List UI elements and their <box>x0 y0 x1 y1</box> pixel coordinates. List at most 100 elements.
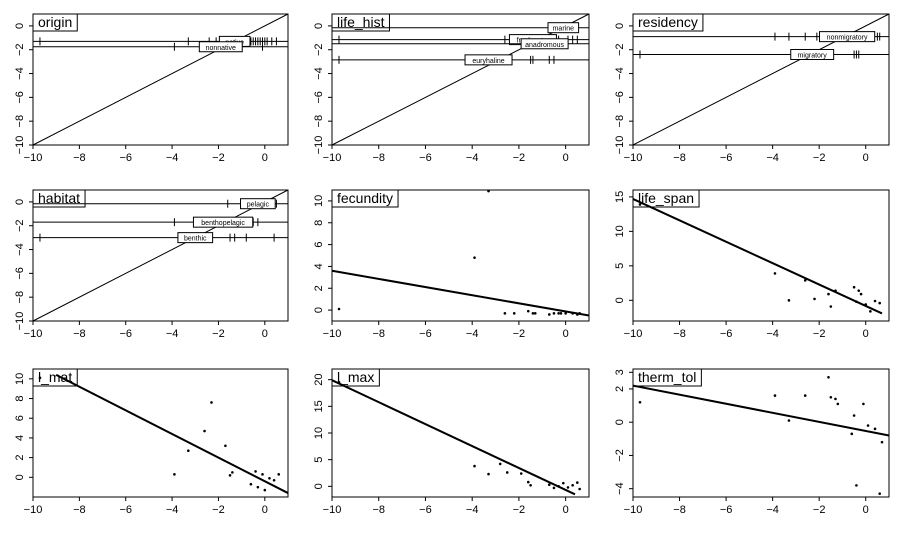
level-label: benthopelagic <box>201 220 245 227</box>
data-point <box>547 483 551 487</box>
y-tick-label: 20 <box>313 374 325 386</box>
y-tick-label: 6 <box>313 242 325 248</box>
data-point <box>852 414 856 417</box>
title-box <box>32 189 86 208</box>
data-point <box>787 299 791 302</box>
data-point <box>852 285 856 289</box>
y-tick-label: −2 <box>614 449 626 462</box>
data-point <box>559 312 563 315</box>
x-tick-label: 0 <box>563 328 569 340</box>
data-point <box>228 474 232 477</box>
data-point <box>773 394 777 397</box>
y-tick-label: 8 <box>14 395 26 401</box>
x-tick-label: −2 <box>813 328 826 340</box>
y-tick-label: −4 <box>614 482 626 495</box>
x-tick-label: −8 <box>673 328 686 340</box>
data-point <box>487 472 490 476</box>
y-tick-label: 4 <box>14 435 26 441</box>
data-point <box>578 312 581 315</box>
title-box <box>632 368 702 387</box>
data-point <box>249 482 253 486</box>
x-tick-label: −10 <box>24 152 43 164</box>
plot-frame <box>32 368 289 498</box>
y-tick-label: 10 <box>313 195 325 207</box>
chart-title: life_span <box>638 190 694 206</box>
y-tick-label: 4 <box>313 263 325 269</box>
fit-line <box>632 384 890 437</box>
y-tick-label: −2 <box>14 43 26 56</box>
y-tick-label: −8 <box>14 291 26 304</box>
chart-panel-life_span: life_span −10 −8 −6 −4 −2 0 0 5 10 15 <box>614 189 890 340</box>
x-tick-label: −8 <box>73 328 86 340</box>
y-tick-label: 0 <box>14 23 26 29</box>
x-tick-label: −6 <box>419 328 432 340</box>
y-tick-label: 10 <box>313 427 325 439</box>
y-tick-label: −6 <box>614 91 626 104</box>
data-point <box>827 376 830 379</box>
y-tick-label: 6 <box>14 415 26 421</box>
data-point <box>277 473 281 476</box>
data-point <box>512 312 516 315</box>
y-tick-label: −4 <box>614 67 626 80</box>
x-tick-label: −8 <box>372 504 385 516</box>
plot-frame <box>331 368 590 498</box>
level-label-box <box>198 41 243 53</box>
data-point <box>857 289 861 292</box>
x-tick-label: −2 <box>513 152 526 164</box>
chart-title: therm_tol <box>638 369 696 385</box>
x-tick-label: −6 <box>419 152 432 164</box>
data-point <box>231 471 234 474</box>
title-box <box>32 368 78 387</box>
x-tick-label: −6 <box>720 152 733 164</box>
data-point <box>529 483 532 487</box>
level-label-box <box>177 232 214 244</box>
data-point <box>803 279 807 282</box>
chart-title: fecundity <box>337 190 393 206</box>
fit-line <box>55 374 289 494</box>
data-point <box>855 300 858 303</box>
y-tick-label: 3 <box>614 369 626 375</box>
data-point <box>878 301 881 305</box>
y-tick-label: 5 <box>313 457 325 463</box>
x-tick-label: 0 <box>863 504 869 516</box>
y-tick-label: 0 <box>313 23 325 29</box>
data-point <box>803 394 807 397</box>
level-label: pelagic <box>247 202 270 209</box>
level-label: euryhaline <box>472 58 504 65</box>
data-point <box>503 312 507 315</box>
chart-title: origin <box>38 14 72 30</box>
data-point <box>638 203 642 206</box>
y-tick-label: −4 <box>14 67 26 80</box>
level-label: anadromous <box>525 42 564 49</box>
y-tick-label: −10 <box>313 136 325 155</box>
y-tick-label: 2 <box>313 285 325 291</box>
chart-title: habitat <box>38 190 80 206</box>
plot-frame <box>32 13 289 146</box>
x-tick-label: −2 <box>212 152 225 164</box>
data-point <box>557 312 560 315</box>
data-point <box>487 189 490 193</box>
x-tick-label: −4 <box>466 152 479 164</box>
y-tick-label: 2 <box>614 386 626 392</box>
x-tick-label: −8 <box>673 504 686 516</box>
y-tick-label: 0 <box>14 199 26 205</box>
data-point <box>263 488 267 492</box>
x-tick-label: 0 <box>563 152 569 164</box>
y-tick-label: −8 <box>614 115 626 128</box>
level-label-box <box>240 198 276 210</box>
title-box <box>32 13 78 32</box>
level-label: marine <box>553 26 575 33</box>
x-tick-label: −10 <box>624 152 643 164</box>
data-point <box>557 485 560 488</box>
chart-title: l_mat <box>38 369 72 385</box>
data-point <box>505 471 509 474</box>
data-point <box>268 476 271 480</box>
x-tick-label: −4 <box>466 504 479 516</box>
data-point <box>210 401 213 404</box>
y-tick-label: −4 <box>313 67 325 80</box>
plot-frame <box>331 189 590 322</box>
x-tick-label: −2 <box>212 504 225 516</box>
x-tick-label: −6 <box>119 504 132 516</box>
y-tick-label: 0 <box>614 419 626 425</box>
chart-panel-l_max: l_max −10 −8 −6 −4 −2 0 0 5 10 15 20 <box>313 368 590 516</box>
